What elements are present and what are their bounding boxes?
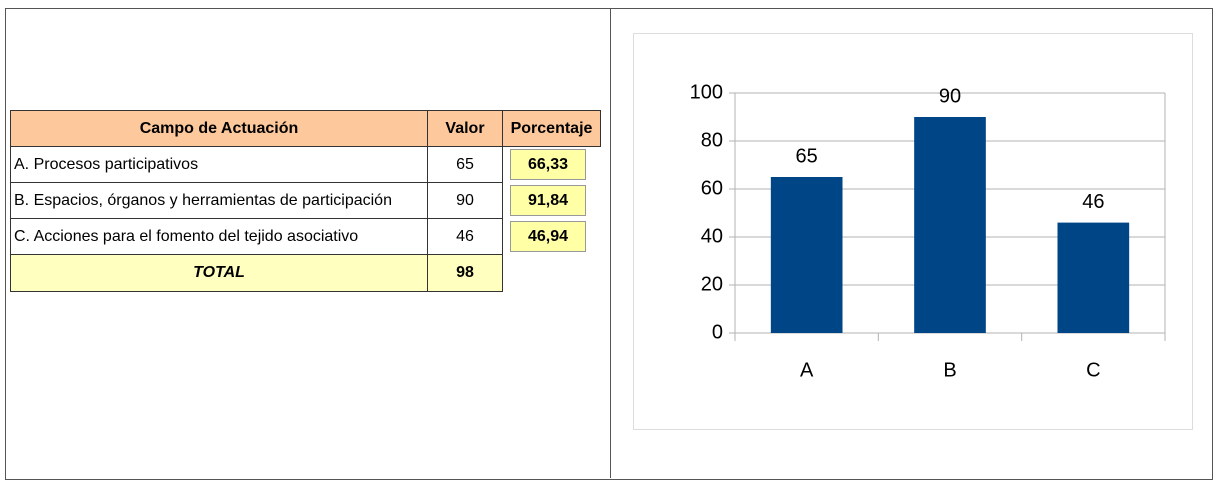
- y-tick-label: 60: [701, 177, 723, 199]
- bar: [1057, 222, 1130, 333]
- data-label: 65: [796, 145, 818, 167]
- data-label: 46: [1082, 191, 1104, 213]
- y-tick-label: 40: [701, 225, 723, 247]
- x-tick-label: A: [800, 359, 814, 381]
- total-cell: TOTAL: [10, 254, 428, 292]
- bar: [770, 177, 843, 333]
- page: Campo de Actuación Valor Porcentaje A. Proc…: [5, 8, 1213, 480]
- data-label: 90: [939, 85, 961, 107]
- y-tick-label: 100: [690, 81, 723, 103]
- y-tick-label: 0: [712, 321, 723, 343]
- x-tick-label: C: [1086, 359, 1100, 381]
- chart: 0 20 40 60 80 100 A 65 B 90 C 46: [690, 81, 1166, 381]
- total-cell: 98: [427, 254, 503, 292]
- table-cell: 91,84: [510, 185, 586, 216]
- table-cell: 66,33: [510, 149, 586, 180]
- divider: [610, 8, 611, 478]
- bar: [914, 117, 986, 333]
- chart-frame: [633, 33, 1193, 430]
- y-tick-label: 20: [701, 273, 723, 295]
- header-cell: Porcentaje: [502, 110, 601, 147]
- x-tick-label: B: [943, 359, 956, 381]
- y-tick-label: 80: [701, 129, 723, 151]
- table-cell: 46,94: [510, 221, 586, 252]
